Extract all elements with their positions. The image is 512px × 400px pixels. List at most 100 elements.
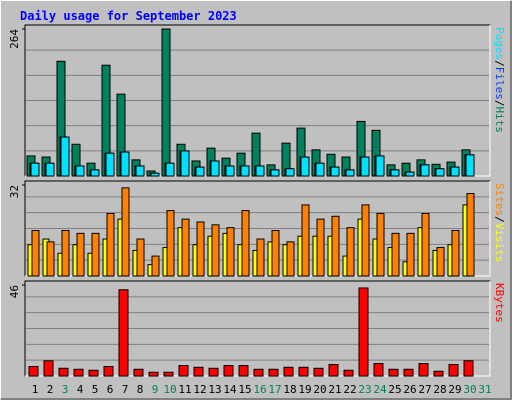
x-tick-label: 21 [328, 383, 341, 396]
bar [135, 165, 145, 177]
bar [103, 366, 114, 377]
x-tick-label: 30 [463, 383, 476, 396]
x-tick-label: 20 [313, 383, 326, 396]
bar [161, 28, 171, 177]
legend-entry: KBytes [493, 283, 506, 323]
bar [106, 212, 115, 277]
bar [180, 150, 190, 177]
bar [61, 230, 70, 277]
x-tick-label: 17 [268, 383, 281, 396]
legend: Sites/Visits [493, 183, 506, 263]
y-tick-label: 32 [8, 185, 21, 198]
x-tick-label: 29 [448, 383, 461, 396]
legend-entry: Hits [493, 107, 506, 134]
bar [178, 365, 189, 377]
bar [255, 165, 265, 177]
bar [361, 204, 370, 277]
bar [196, 221, 205, 277]
bar [193, 366, 204, 377]
x-tick-label: 10 [163, 383, 176, 396]
bar [256, 238, 265, 277]
x-tick-label: 13 [208, 383, 221, 396]
bar [298, 366, 309, 377]
bar [105, 152, 115, 177]
legend-entry: Files [493, 67, 506, 100]
bar [465, 154, 475, 177]
bar [391, 232, 400, 277]
x-tick-label: 4 [77, 383, 84, 396]
x-tick-label: 18 [283, 383, 296, 396]
legend-entry: Visits [493, 223, 506, 263]
bar [360, 156, 370, 177]
bar [226, 227, 235, 277]
bar [390, 169, 400, 177]
bar [121, 187, 130, 277]
bar [73, 368, 84, 377]
bar [328, 364, 339, 377]
bar [448, 364, 459, 377]
y-tick-label: 46 [8, 285, 21, 298]
bar [133, 368, 144, 377]
bar [45, 162, 55, 177]
x-tick-label: 3 [62, 383, 69, 396]
bar [358, 287, 369, 377]
bar [91, 232, 100, 277]
bar [150, 172, 160, 177]
bar [406, 232, 415, 277]
bar [345, 169, 355, 177]
bar [418, 363, 429, 377]
legend: KBytes [493, 283, 506, 323]
bar [270, 169, 280, 177]
chart-title: Daily usage for September 2023 [20, 9, 237, 23]
x-tick-label: 7 [122, 383, 129, 396]
bar [28, 366, 39, 377]
x-tick-label: 11 [178, 383, 191, 396]
bar [405, 171, 415, 177]
bar [210, 160, 220, 177]
x-tick-label: 9 [152, 383, 159, 396]
bar [285, 168, 295, 177]
bar [165, 162, 175, 177]
x-tick-label: 5 [92, 383, 99, 396]
bar [450, 166, 460, 177]
bar [88, 369, 99, 377]
bar [76, 232, 85, 277]
bar [315, 162, 325, 177]
legend-separator: / [493, 60, 506, 67]
bar [463, 360, 474, 377]
bar [148, 371, 159, 377]
bar [286, 241, 295, 277]
x-tick-label: 26 [403, 383, 416, 396]
bar [195, 166, 205, 177]
bar [403, 368, 414, 377]
x-tick-label: 28 [433, 383, 446, 396]
bar [43, 360, 54, 377]
bar [420, 164, 430, 177]
bar [316, 218, 325, 277]
bar [300, 156, 310, 177]
bar [30, 162, 40, 177]
bar [331, 215, 340, 277]
bar [373, 363, 384, 377]
bar [151, 255, 160, 277]
bar [118, 289, 129, 377]
bar [346, 227, 355, 277]
bar [163, 371, 174, 377]
x-tick-label: 15 [238, 383, 251, 396]
bar [60, 136, 70, 177]
bar [75, 165, 85, 177]
bar [436, 247, 445, 277]
bar [181, 218, 190, 277]
bar [451, 230, 460, 277]
x-tick-label: 8 [137, 383, 144, 396]
bar [376, 212, 385, 277]
bar [388, 368, 399, 377]
x-tick-label: 12 [193, 383, 206, 396]
bar [330, 166, 340, 177]
x-tick-label: 25 [388, 383, 401, 396]
bar [343, 369, 354, 377]
bar [313, 367, 324, 377]
x-tick-label: 22 [343, 383, 356, 396]
x-tick-label: 14 [223, 383, 237, 396]
x-tick-label: 27 [418, 383, 431, 396]
